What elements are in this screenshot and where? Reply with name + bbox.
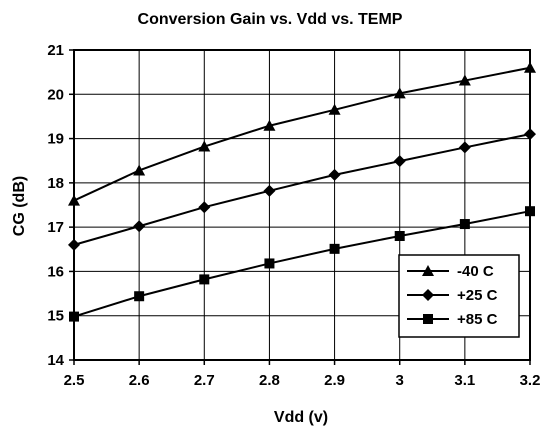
series-2 (69, 206, 535, 322)
data-point (394, 231, 405, 241)
y-tick-label: 17 (47, 219, 64, 236)
y-tick-label: 14 (47, 352, 64, 369)
legend-marker (422, 289, 434, 301)
data-point (133, 164, 146, 176)
data-point (393, 155, 406, 168)
y-tick-label: 18 (47, 175, 64, 192)
data-point (68, 194, 80, 206)
y-tick-label: 19 (47, 131, 64, 148)
y-tick-label: 16 (47, 263, 64, 280)
y-tick-label: 15 (47, 308, 64, 325)
x-tick-label: 2.9 (324, 372, 345, 389)
legend-marker (422, 265, 434, 276)
series-layer (68, 61, 536, 322)
data-point (458, 74, 471, 86)
data-point (524, 61, 536, 73)
data-point (68, 238, 80, 251)
x-tick-label: 2.7 (194, 372, 215, 389)
data-point (458, 141, 471, 154)
x-tick-label: 2.5 (64, 372, 85, 389)
legend-label: +85 C (457, 311, 498, 328)
legend-item: -40 C (407, 263, 494, 280)
data-point (459, 219, 470, 230)
series-line (73, 133, 531, 246)
x-tick-label: 3.1 (454, 372, 475, 389)
legend-label: -40 C (457, 263, 494, 280)
y-tick-label: 20 (47, 86, 64, 103)
data-point (134, 291, 145, 302)
series-1 (68, 128, 536, 251)
data-point (328, 103, 341, 115)
y-axis-title: CG (dB) (11, 176, 28, 236)
x-tick-label: 2.8 (259, 372, 280, 389)
data-point (263, 184, 276, 197)
legend: -40 C +25 C +85 C (398, 254, 520, 338)
series-0 (68, 61, 536, 206)
x-tick-label: 3.2 (520, 372, 541, 389)
data-point (328, 168, 341, 181)
legend-marker (423, 314, 433, 324)
x-tick-label: 2.6 (129, 372, 150, 389)
data-point (264, 258, 275, 269)
x-tick-label: 3 (396, 372, 404, 389)
x-axis-title: Vdd (v) (274, 409, 328, 426)
data-point (525, 206, 535, 217)
data-point (393, 87, 406, 99)
y-tick-label: 21 (47, 42, 64, 59)
data-point (524, 128, 536, 141)
data-point (329, 243, 340, 254)
data-point (133, 220, 146, 233)
data-point (198, 201, 211, 214)
data-point (263, 119, 276, 131)
data-point (198, 140, 211, 152)
data-point (69, 311, 79, 322)
legend-label: +25 C (457, 287, 498, 304)
axis-ticks: 2.5 2.6 2.7 2.8 2.9 3 3.1 3.2 14 15 16 17 18 19 20 21 (47, 42, 540, 389)
series-line (73, 210, 531, 318)
legend-item: +25 C (407, 287, 498, 304)
series-line (73, 66, 531, 202)
chart-title: Conversion Gain vs. Vdd vs. TEMP (138, 11, 403, 28)
legend-item: +85 C (407, 311, 498, 328)
data-point (199, 274, 210, 285)
